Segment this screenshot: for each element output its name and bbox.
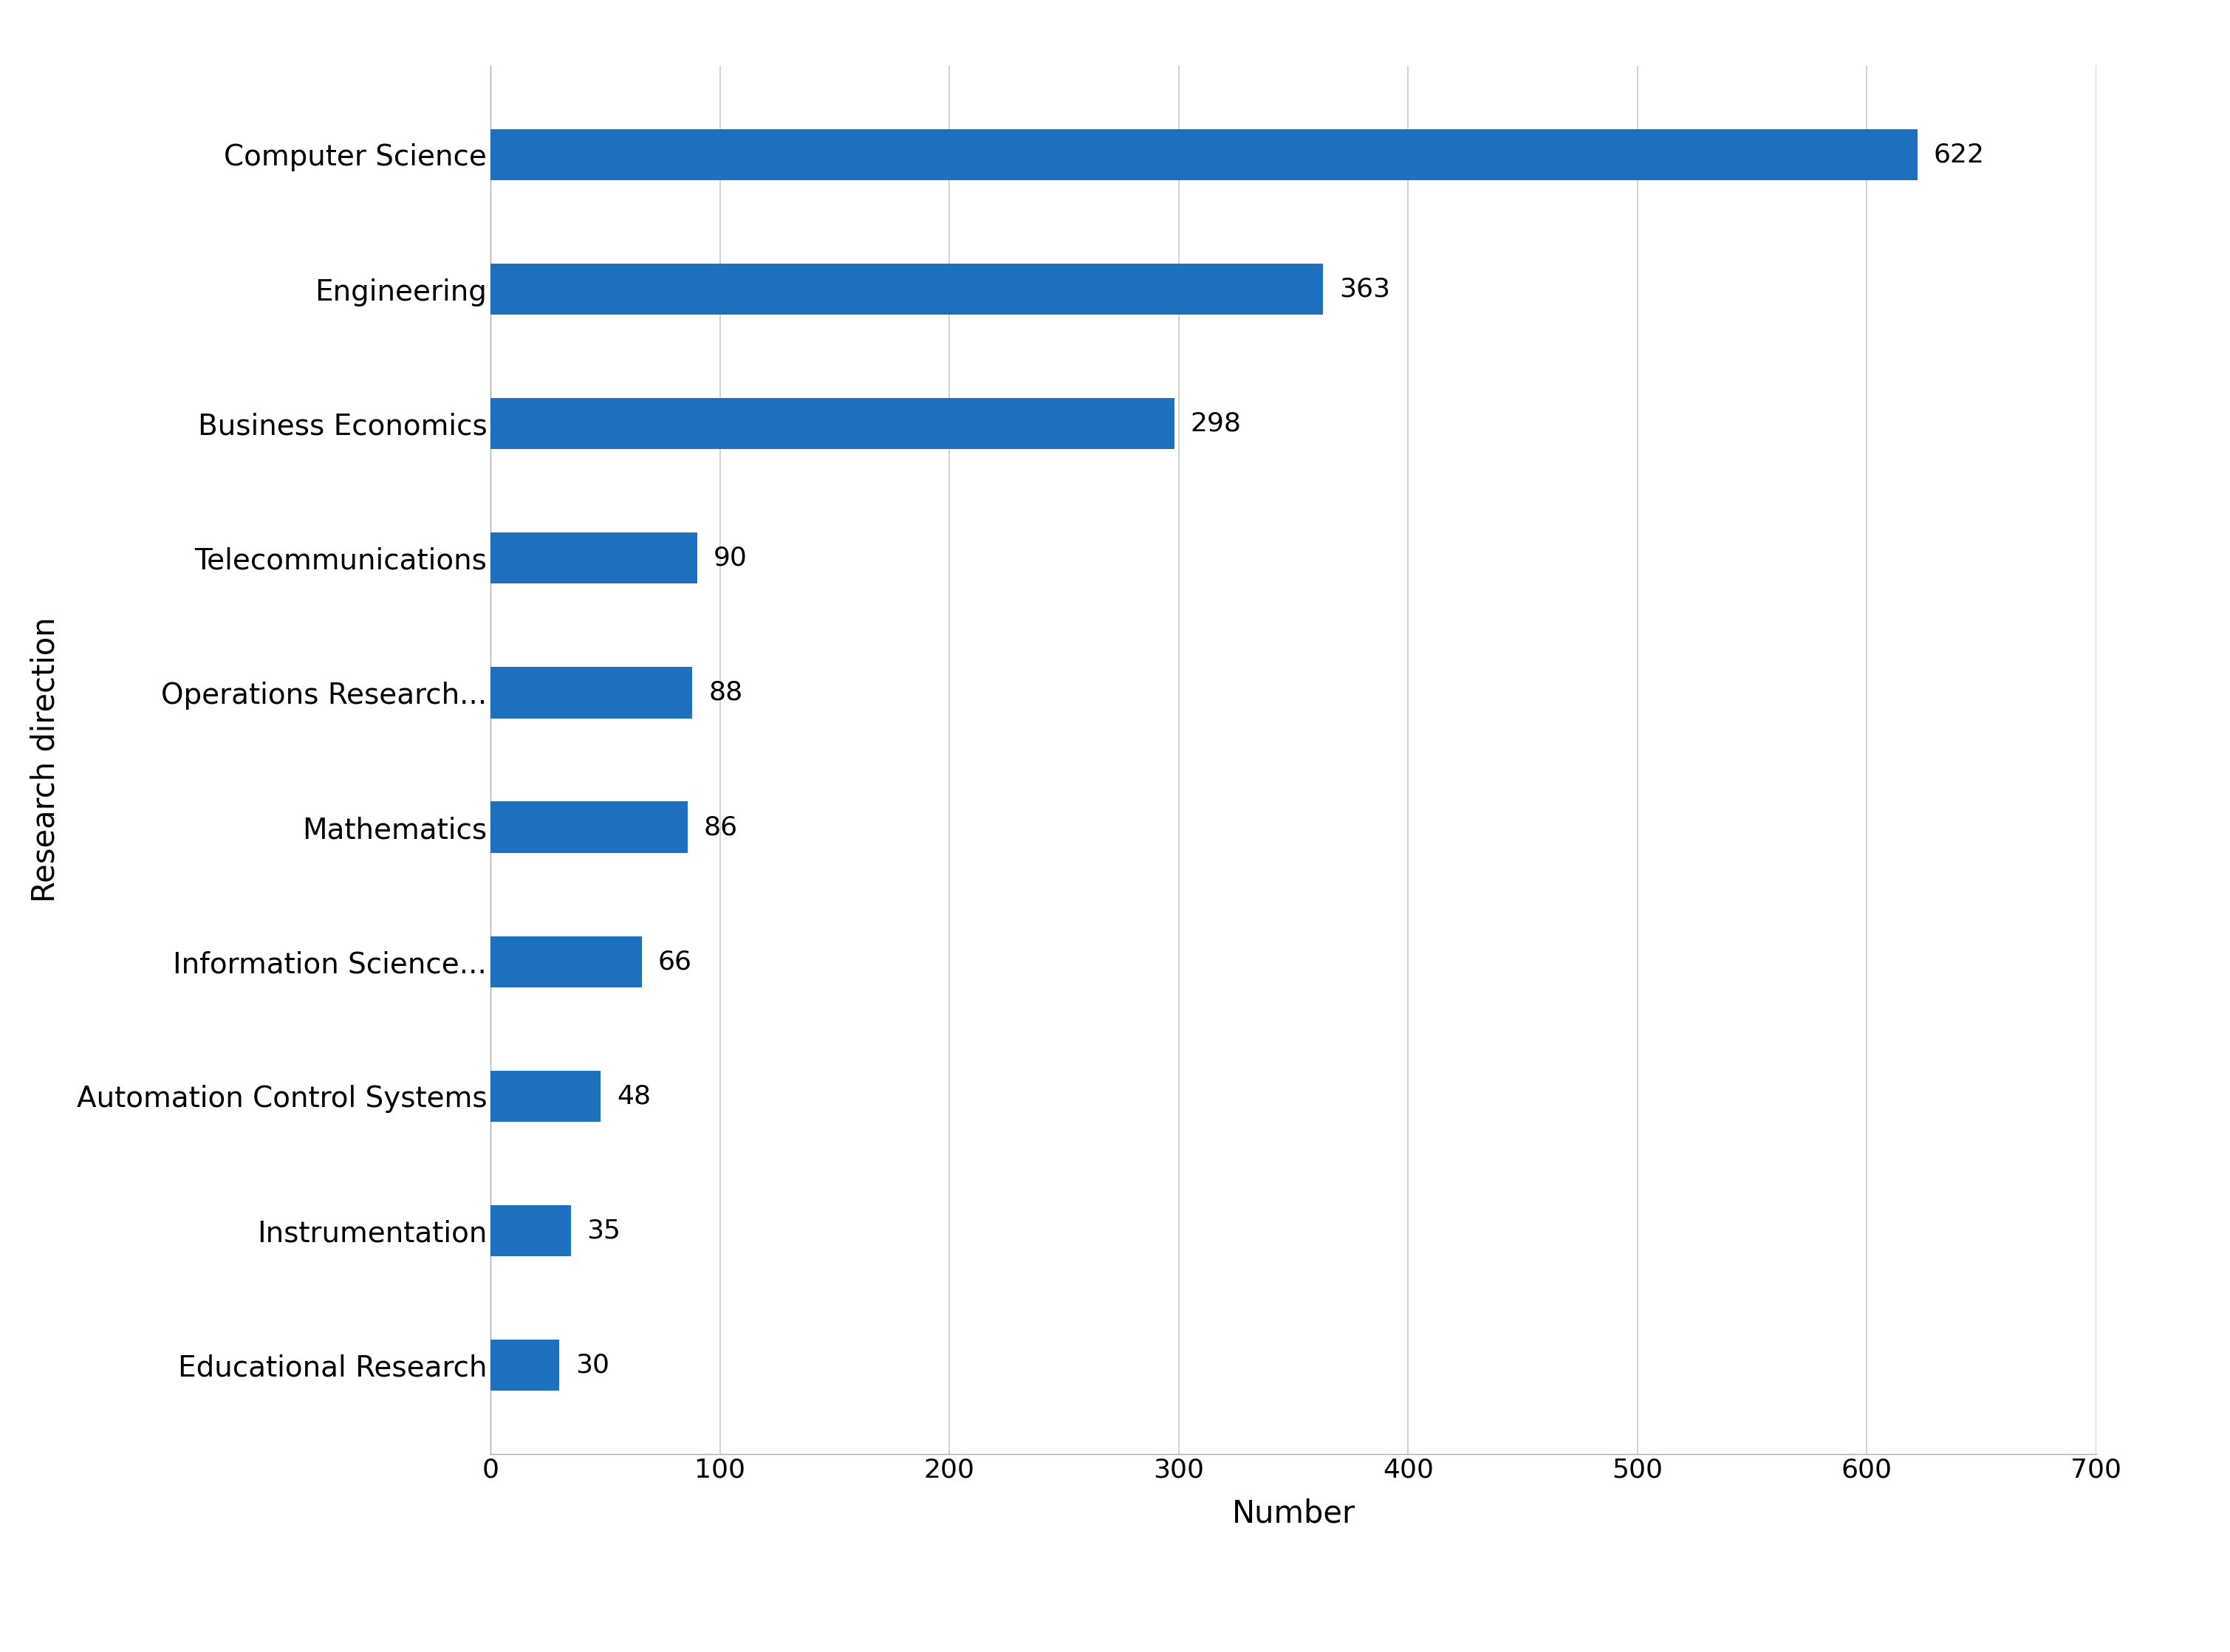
Bar [491, 937, 642, 988]
Bar [491, 264, 1322, 316]
Bar [491, 1070, 600, 1122]
Text: 30: 30 [575, 1353, 609, 1378]
Text: 35: 35 [586, 1218, 620, 1244]
Text: 48: 48 [618, 1084, 651, 1108]
Bar [491, 129, 1918, 180]
Text: 66: 66 [658, 950, 691, 975]
Bar [491, 801, 687, 852]
Bar [491, 667, 694, 719]
Bar [491, 532, 698, 583]
Text: 298: 298 [1191, 411, 1242, 436]
Text: 86: 86 [705, 814, 738, 839]
Text: 88: 88 [709, 681, 743, 705]
Bar [491, 1204, 571, 1256]
Text: 90: 90 [714, 545, 747, 570]
Text: 622: 622 [1933, 142, 1985, 167]
X-axis label: Number: Number [1231, 1498, 1356, 1528]
Text: 363: 363 [1340, 276, 1389, 302]
Bar [491, 398, 1175, 449]
Bar [491, 1340, 560, 1391]
Y-axis label: Research direction: Research direction [31, 618, 60, 902]
